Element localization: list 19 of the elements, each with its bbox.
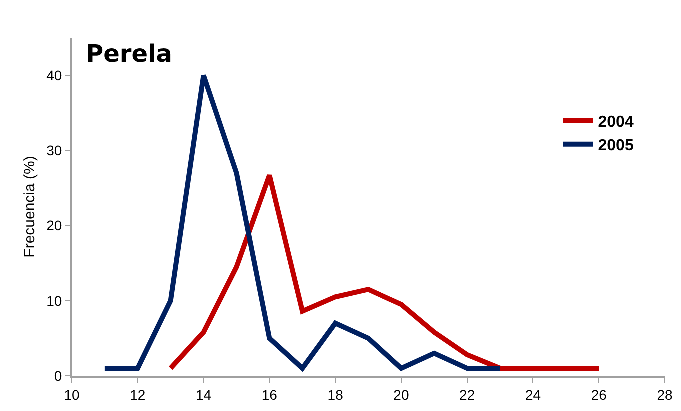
x-tick-label: 16: [262, 386, 278, 403]
x-tick-label: 26: [591, 386, 608, 403]
legend-label: 2004: [598, 114, 634, 131]
x-tick-label: 10: [64, 386, 80, 403]
x-tick-label: 18: [328, 386, 344, 403]
y-tick-label: 30: [46, 142, 62, 159]
x-tick-label: 14: [196, 386, 212, 403]
x-tick-label: 22: [460, 386, 476, 403]
y-axis-title: Frecuencia (%): [21, 156, 38, 258]
x-tick-label: 20: [394, 386, 410, 403]
x-tick-label: 24: [525, 386, 542, 403]
legend-label: 2005: [598, 138, 634, 155]
y-tick-label: 10: [46, 292, 62, 309]
y-tick-label: 0: [54, 368, 62, 384]
x-tick-label: 12: [130, 386, 146, 403]
y-tick-label: 20: [46, 218, 62, 234]
x-tick-label: 28: [657, 386, 673, 403]
y-tick-label: 40: [46, 67, 62, 84]
chart-title: Perela: [86, 40, 172, 68]
